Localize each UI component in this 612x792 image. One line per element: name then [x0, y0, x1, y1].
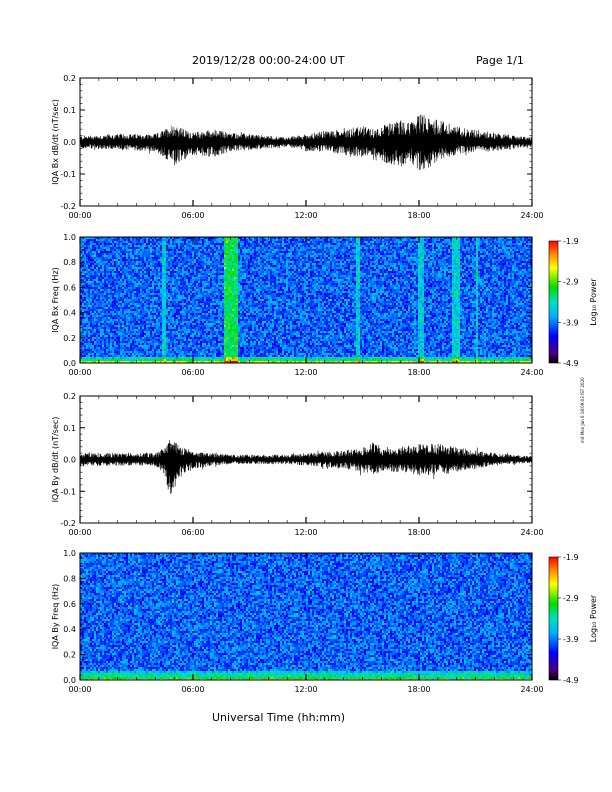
y-tick-label: 0.6	[63, 283, 76, 292]
panel-4: -1.9 -2.9 -3.9 -4.9 Log₁₀ Power 0.0 0.2 0.4 0.6 0…	[51, 549, 598, 694]
x-tick-label: 00:00	[68, 528, 91, 537]
y-tick-label: -0.1	[60, 487, 76, 496]
colorbar-tick-label: -3.9	[563, 318, 579, 327]
x-axis-title: Universal Time (hh:mm)	[212, 711, 345, 724]
x-tick-label: 06:00	[181, 528, 204, 537]
y-tick-label: 0.1	[63, 106, 76, 115]
panel-2: -1.9 -2.9 -3.9 -4.9 Log₁₀ Power 0.0 0.2 0.4 0.6 0…	[51, 233, 598, 377]
x-tick-label: 18:00	[407, 528, 430, 537]
x-tick-label: 06:00	[181, 211, 204, 220]
x-tick-label: 12:00	[294, 685, 317, 694]
colorbar-tick-label: -4.9	[563, 676, 579, 685]
x-tick-label: 12:00	[294, 368, 317, 377]
x-tick-label: 00:00	[68, 685, 91, 694]
x-tick-label: 18:00	[407, 211, 430, 220]
y-tick-label: 0.2	[63, 74, 76, 83]
colorbar-label: Log₁₀ Power	[589, 278, 598, 326]
colorbar-scale	[549, 241, 558, 363]
x-tick-label: 00:00	[68, 368, 91, 377]
y-tick-label: 0.0	[63, 359, 76, 368]
colorbar-tick-label: -1.9	[563, 553, 579, 562]
signal-trace	[80, 440, 532, 494]
panel-3: -0.2 -0.1 0.0 0.1 0.2 00:00 06:00 12:00 18:00 24:…	[51, 392, 544, 537]
y-tick-label: 0.6	[63, 600, 76, 609]
y-tick-label: 0.0	[63, 456, 76, 465]
y-tick-label: 0.2	[63, 651, 76, 660]
spectrogram	[80, 553, 532, 680]
x-tick-label: 12:00	[294, 528, 317, 537]
panel-1: -0.2 -0.1 0.0 0.1 0.2 00:00 06:00 12:00 18:00 24:…	[51, 74, 544, 220]
colorbar: -1.9 -2.9 -3.9 -4.9 Log₁₀ Power	[549, 553, 598, 685]
y-tick-label: -0.2	[60, 519, 76, 528]
colorbar-tick-label: -1.9	[563, 237, 579, 246]
y-tick-label: 0.0	[63, 676, 76, 685]
timestamp-stamp: mit Mon Jan 6 18:09:03 IST 2020	[580, 377, 585, 443]
colorbar-tick-label: -2.9	[563, 278, 579, 287]
colorbar-label: Log₁₀ Power	[589, 594, 598, 642]
y-tick-label: 0.2	[63, 392, 76, 401]
x-tick-label: 06:00	[181, 368, 204, 377]
y-axis-label: IQA Bx dB/dt (nT/sec)	[51, 99, 60, 185]
x-tick-label: 24:00	[520, 211, 543, 220]
x-tick-label: 18:00	[407, 368, 430, 377]
colorbar: -1.9 -2.9 -3.9 -4.9 Log₁₀ Power	[549, 237, 598, 368]
colorbar-tick-label: -3.9	[563, 635, 579, 644]
y-tick-label: 0.8	[63, 258, 76, 267]
y-tick-label: -0.1	[60, 170, 76, 179]
y-tick-label: 0.4	[63, 309, 76, 318]
y-tick-label: 0.4	[63, 625, 76, 634]
y-axis-label: IQA By dB/dt (nT/sec)	[51, 417, 60, 503]
x-tick-label: 24:00	[520, 528, 543, 537]
colorbar-scale	[549, 557, 558, 680]
y-axis-label: IQA Bx Freq (Hz)	[51, 267, 60, 333]
y-tick-label: 1.0	[63, 233, 76, 242]
x-tick-label: 18:00	[407, 685, 430, 694]
y-axis-label: IQA By Freq (Hz)	[51, 584, 60, 650]
page-number: Page 1/1	[476, 54, 524, 67]
spectrogram	[80, 237, 532, 363]
colorbar-tick-label: -2.9	[563, 594, 579, 603]
y-tick-label: 0.1	[63, 424, 76, 433]
y-tick-label: 0.2	[63, 334, 76, 343]
x-tick-label: 24:00	[520, 685, 543, 694]
y-tick-label: -0.2	[60, 202, 76, 211]
page-title: 2019/12/28 00:00-24:00 UT	[192, 54, 345, 67]
x-tick-label: 00:00	[68, 211, 91, 220]
x-tick-label: 12:00	[294, 211, 317, 220]
y-tick-label: 0.0	[63, 138, 76, 147]
x-tick-label: 24:00	[520, 368, 543, 377]
y-tick-label: 1.0	[63, 549, 76, 558]
x-tick-label: 06:00	[181, 685, 204, 694]
y-tick-label: 0.8	[63, 574, 76, 583]
signal-trace	[80, 115, 532, 170]
colorbar-tick-label: -4.9	[563, 359, 579, 368]
